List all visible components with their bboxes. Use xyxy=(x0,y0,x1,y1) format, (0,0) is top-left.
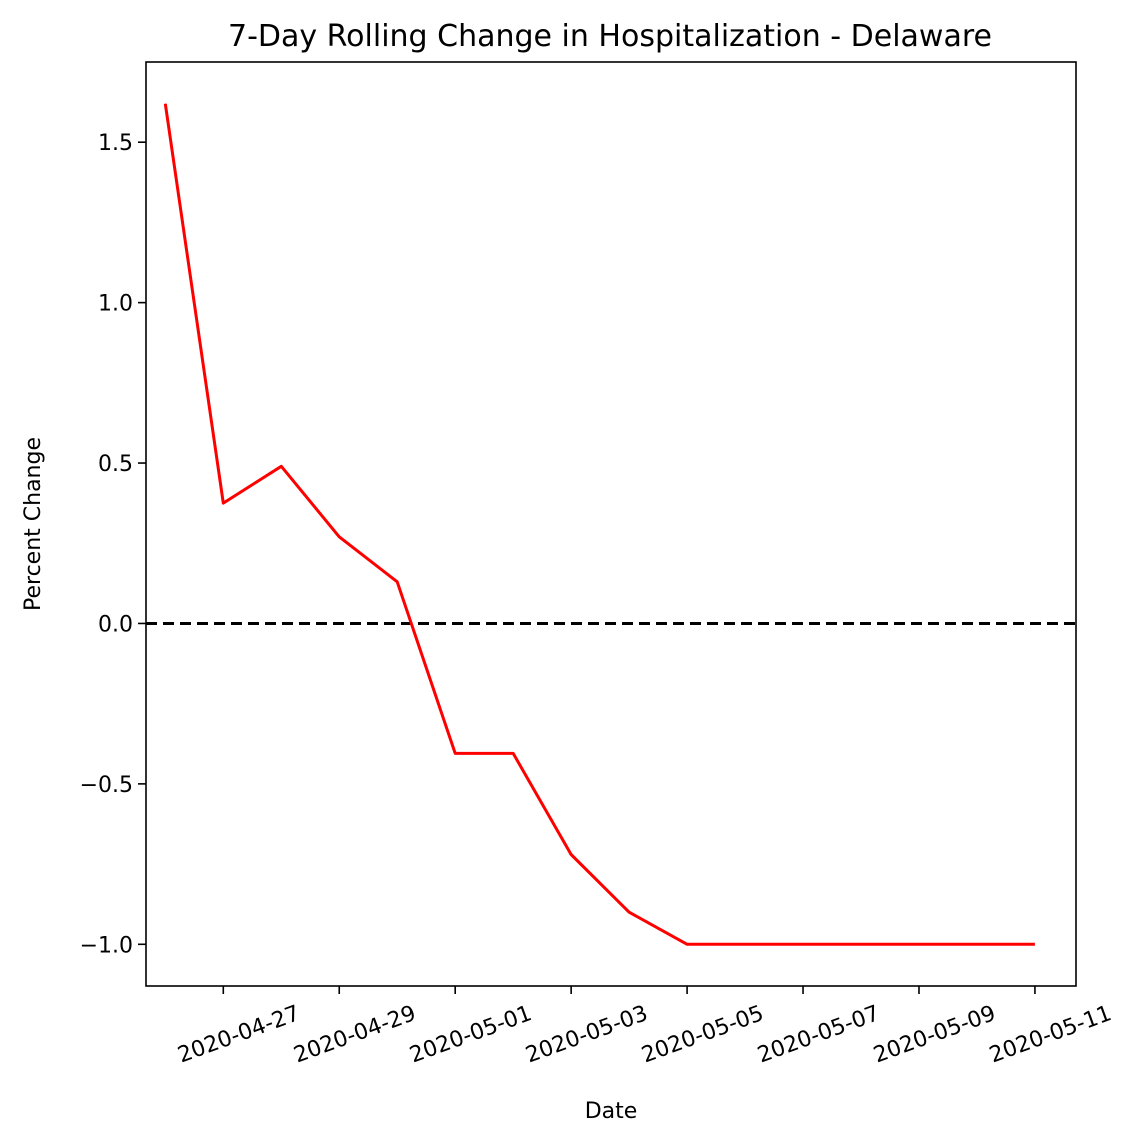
x-tick-label: 2020-04-27 xyxy=(175,1001,304,1068)
y-tick-label: 0.0 xyxy=(98,612,133,637)
series-line xyxy=(163,103,1035,946)
x-tick-label: 2020-05-07 xyxy=(754,1001,883,1068)
x-tick-label: 2020-05-09 xyxy=(870,1001,999,1068)
series-layer xyxy=(163,103,1035,946)
plot-frame xyxy=(145,61,1077,987)
x-axis-label: Date xyxy=(585,1099,638,1124)
y-tick-label: −0.5 xyxy=(80,773,133,798)
x-tick-label: 2020-05-03 xyxy=(522,1001,651,1068)
x-axis: 2020-04-272020-04-292020-05-012020-05-03… xyxy=(175,986,1115,1068)
x-tick-label: 2020-05-05 xyxy=(638,1001,767,1068)
x-tick-label: 2020-05-01 xyxy=(407,1001,536,1068)
y-axis: 1.5 1.0 0.5 0.0 −0.5 −1.0 xyxy=(80,131,146,958)
chart-title: 7-Day Rolling Change in Hospitalization … xyxy=(228,19,992,54)
y-tick-label: 0.5 xyxy=(98,452,133,477)
y-tick-label: 1.5 xyxy=(98,131,133,156)
y-tick-label: 1.0 xyxy=(98,292,133,317)
x-tick-label: 2020-04-29 xyxy=(291,1001,420,1068)
y-axis-label: Percent Change xyxy=(21,437,46,611)
x-tick-label: 2020-05-11 xyxy=(986,1001,1115,1068)
plot-area: 1.5 1.0 0.5 0.0 −0.5 −1.0 2020-04-272020-04-2… xyxy=(80,61,1115,1068)
y-tick-label: −1.0 xyxy=(80,933,133,958)
